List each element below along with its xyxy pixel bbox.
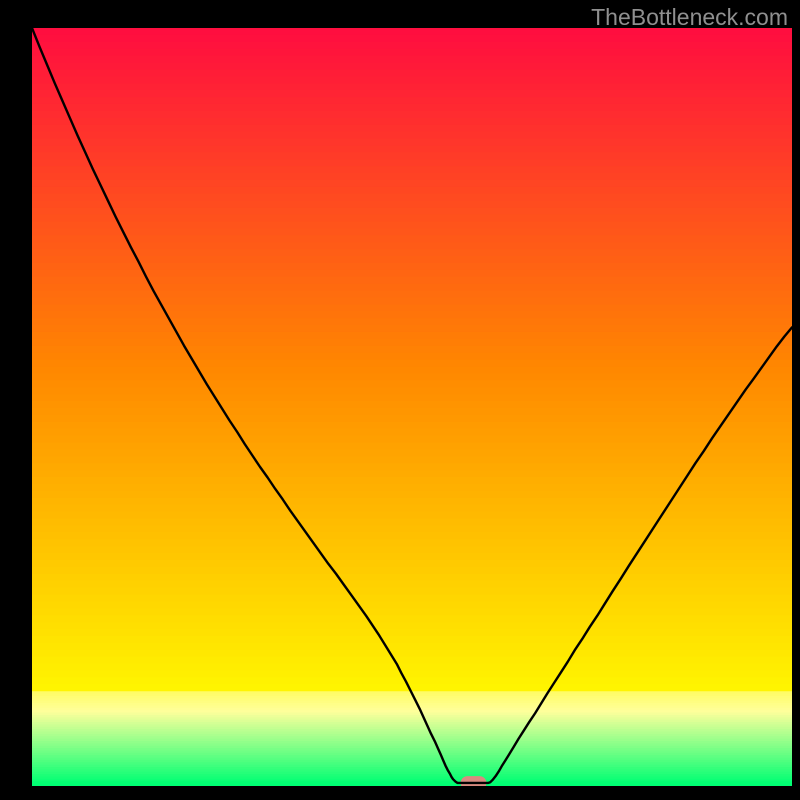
gradient-background <box>32 28 792 786</box>
chart-container: TheBottleneck.com <box>0 0 800 800</box>
plot-svg <box>32 28 792 786</box>
watermark-text: TheBottleneck.com <box>591 4 788 31</box>
bottleneck-marker <box>461 776 487 786</box>
